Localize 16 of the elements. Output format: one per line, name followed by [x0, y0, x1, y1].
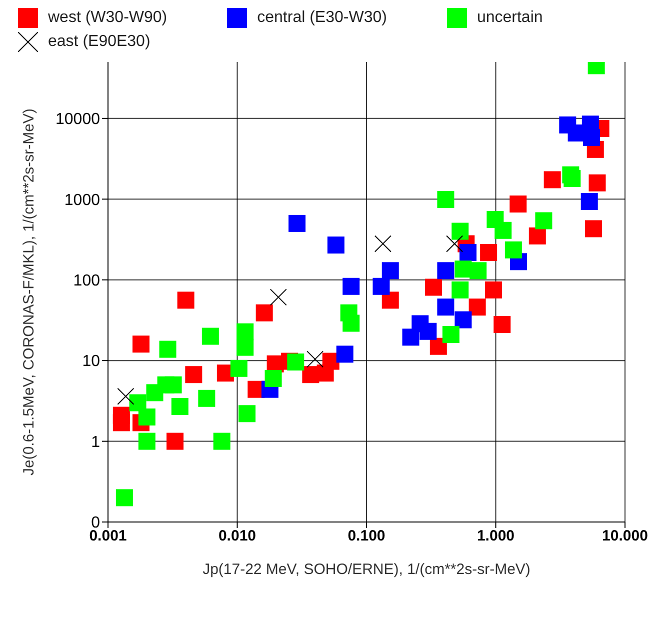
x-tick-label: 10.000: [602, 528, 648, 545]
legend-label: central (E30-W30): [257, 9, 387, 27]
y-tick-label: 100: [73, 272, 100, 290]
y-tick-label: 1000: [64, 192, 100, 209]
y-axis-title: Je(0.6-1.5MeV, CORONAS-F/MKL), 1/(cm**2s-sr-MeV): [20, 108, 38, 476]
x-tick-label: 0.001: [89, 528, 127, 545]
legend-label: uncertain: [476, 9, 543, 27]
y-tick-label: 1: [91, 434, 100, 451]
x-axis-title: Jp(17-22 MeV, SOHO/ERNE), 1/(cm**2s-sr-MeV): [202, 561, 530, 578]
x-tick-label: 0.100: [348, 528, 386, 545]
legend-label: west (W30-W90): [48, 9, 168, 27]
legend-label: east (E90E30): [48, 33, 150, 51]
y-tick-label: 10000: [56, 111, 100, 128]
y-tick-label: 10: [82, 353, 100, 370]
x-tick-label: 1.000: [476, 528, 515, 545]
x-tick-label: 0.010: [218, 528, 256, 545]
